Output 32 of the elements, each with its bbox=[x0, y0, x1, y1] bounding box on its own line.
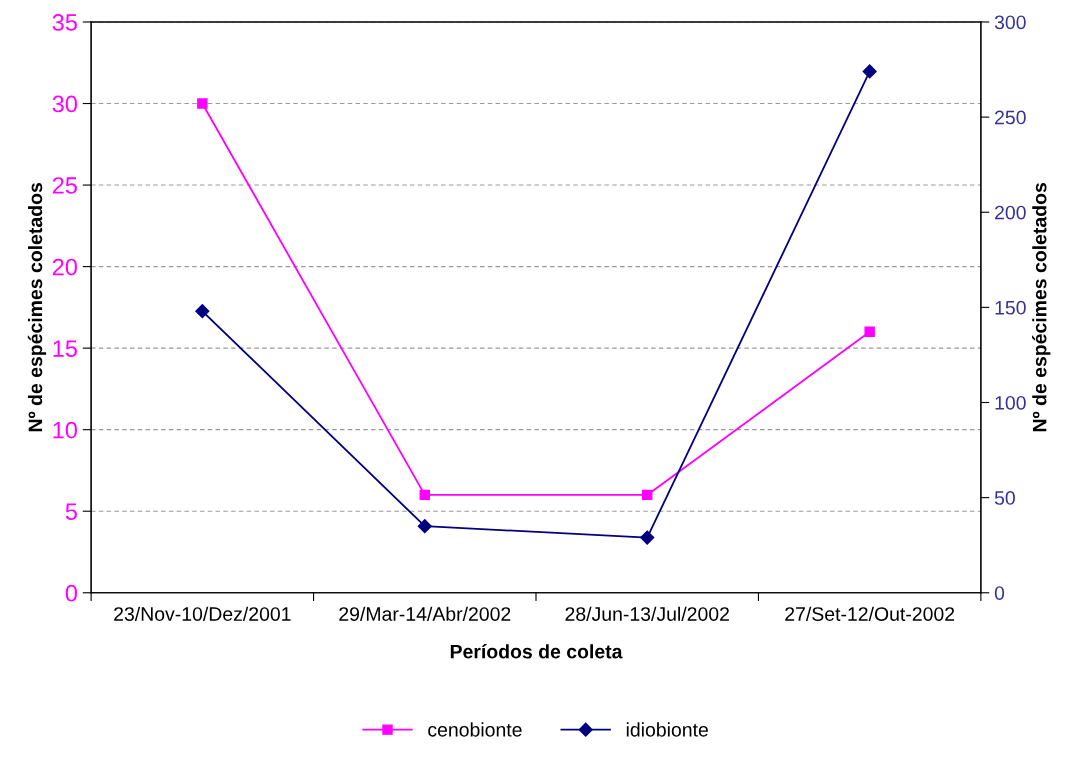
x-tick-label: 23/Nov-10/Dez/2001 bbox=[114, 606, 291, 621]
y2-axis-title: Nº de espécimes coletados bbox=[1032, 183, 1051, 432]
x-axis-title: Períodos de coleta bbox=[450, 644, 623, 659]
y-axis-title: Nº de espécimes coletados bbox=[27, 183, 47, 432]
y-tick-label: 25 bbox=[52, 177, 77, 194]
y-tick-label: 20 bbox=[52, 258, 77, 276]
x-tick-label: 27/Set-12/Out-2002 bbox=[785, 606, 955, 621]
point bbox=[640, 530, 655, 545]
y-tick-label: 0 bbox=[65, 584, 77, 602]
y2-tick-label: 300 bbox=[994, 15, 1026, 30]
y2-tick-label: 150 bbox=[995, 300, 1026, 315]
y-tick-label: 15 bbox=[53, 340, 77, 357]
y-tick-label: 10 bbox=[53, 421, 77, 439]
point bbox=[862, 64, 877, 79]
y-tick-label: 30 bbox=[52, 95, 77, 113]
y2-tick-label: 0 bbox=[994, 586, 1005, 600]
legend-label: cenobionte bbox=[428, 722, 522, 737]
point bbox=[417, 519, 432, 534]
point bbox=[864, 326, 875, 338]
y-tick-label: 5 bbox=[65, 503, 77, 520]
y2-tick-label: 250 bbox=[995, 110, 1026, 125]
y2-tick-label: 200 bbox=[995, 205, 1026, 220]
y2-tick-label: 100 bbox=[995, 395, 1026, 410]
x-tick-label: 28/Jun-13/Jul/2002 bbox=[565, 606, 729, 621]
y-tick-label: 35 bbox=[52, 14, 77, 31]
x-tick-label: 29/Mar-14/Abr/2002 bbox=[339, 606, 511, 621]
point bbox=[197, 98, 208, 109]
point bbox=[419, 489, 430, 501]
point bbox=[642, 489, 653, 501]
point bbox=[195, 304, 210, 319]
y2-tick-label: 50 bbox=[994, 491, 1015, 505]
legend-label: idiobionte bbox=[626, 722, 708, 737]
